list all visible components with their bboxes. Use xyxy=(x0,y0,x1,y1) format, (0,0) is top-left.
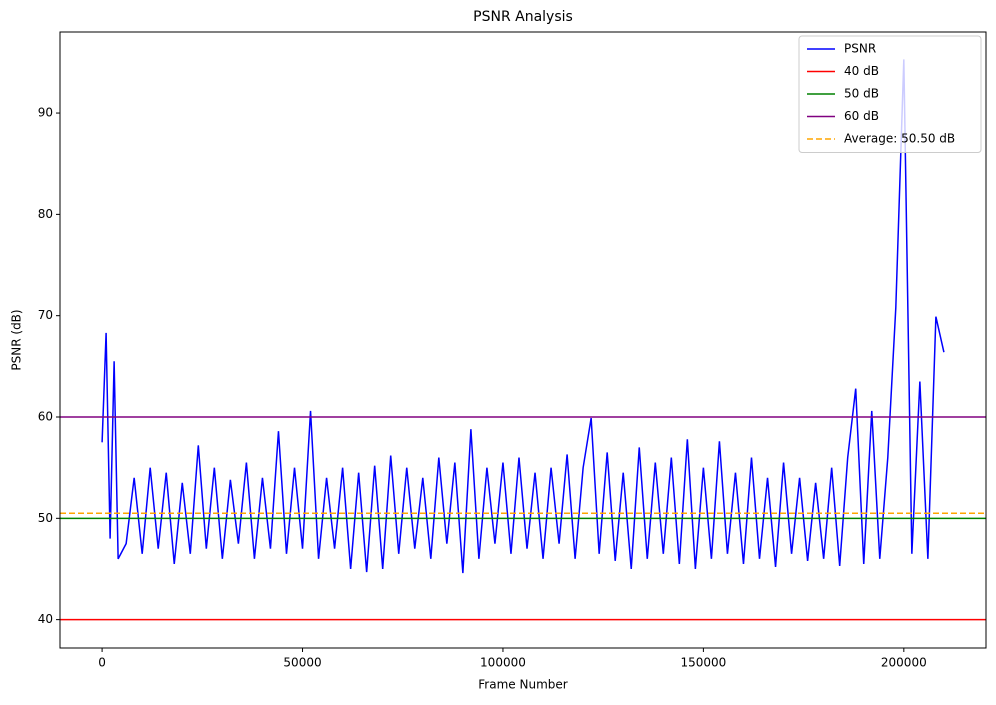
plot-frame xyxy=(59,31,987,649)
y-tick-label: 80 xyxy=(38,207,53,221)
legend-box xyxy=(798,35,982,153)
legend-label: 50 dB xyxy=(844,87,879,101)
y-tick-label: 50 xyxy=(38,511,53,525)
x-tick-label: 150000 xyxy=(680,656,726,670)
line xyxy=(101,59,945,574)
x-tick-label: 50000 xyxy=(283,656,321,670)
legend-label: 60 dB xyxy=(844,109,879,123)
x-tick-label: 100000 xyxy=(480,656,526,670)
legend-label: Average: 50.50 dB xyxy=(844,132,955,146)
chart-title: PSNR Analysis xyxy=(473,9,573,25)
y-tick-label: 40 xyxy=(38,612,53,626)
legend-label: PSNR xyxy=(844,42,876,56)
x-axis-label: Frame Number xyxy=(478,678,567,692)
y-tick-label: 90 xyxy=(38,106,53,120)
y-tick-label: 70 xyxy=(38,308,53,322)
x-tick-label: 200000 xyxy=(881,656,927,670)
legend-label: 40 dB xyxy=(844,64,879,78)
y-tick-label: 60 xyxy=(38,410,53,424)
y-axis-label: PSNR (dB) xyxy=(10,309,24,370)
x-tick-label: 0 xyxy=(98,656,106,670)
